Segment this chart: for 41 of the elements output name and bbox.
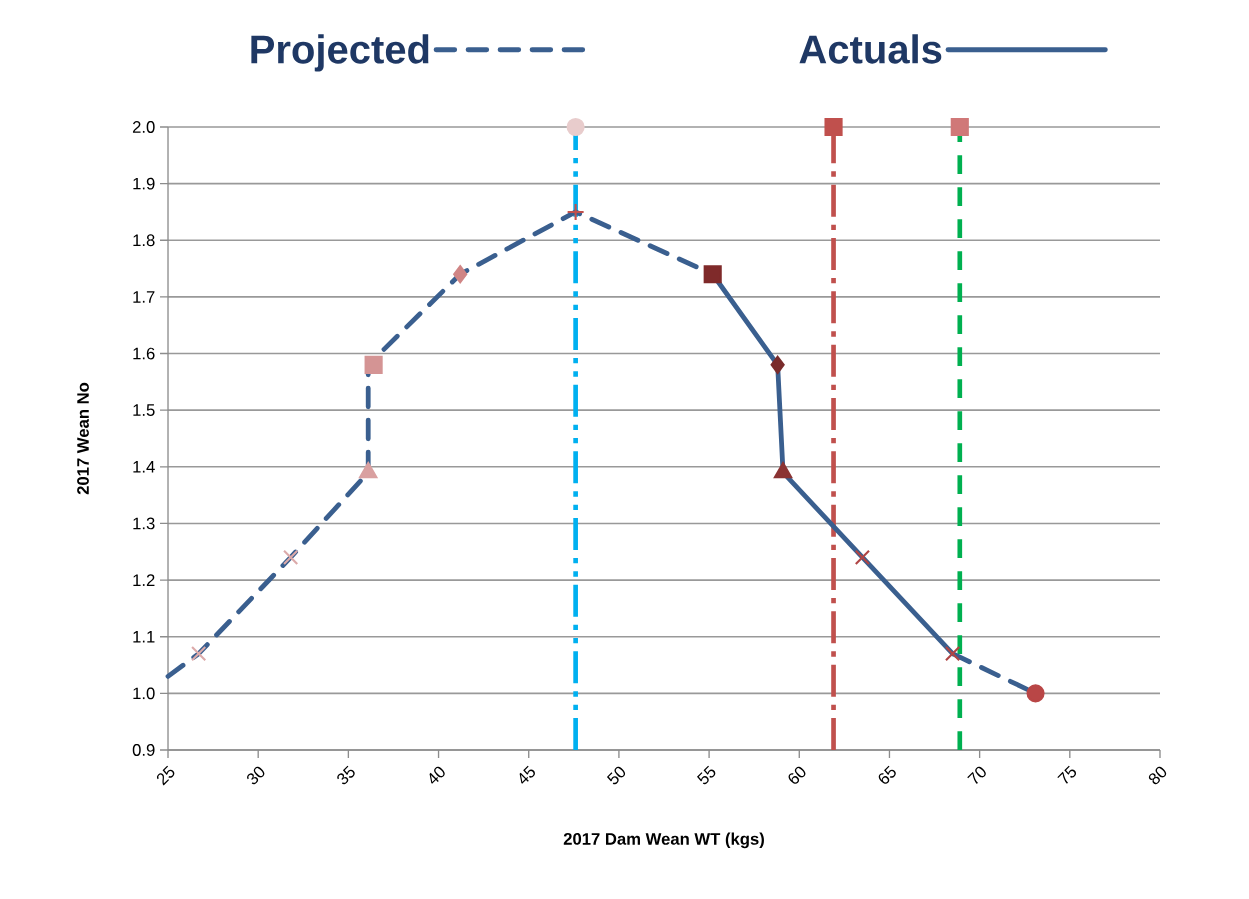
y-tick-label: 0.9 <box>132 744 155 756</box>
y-tick-label: 1.0 <box>133 687 155 700</box>
legend-label: Projected <box>251 34 429 72</box>
x-tick-label: 50 <box>606 766 626 785</box>
x-tick-label: 30 <box>247 766 265 785</box>
y-tick-label: 1.8 <box>133 234 155 247</box>
point <box>770 355 785 374</box>
x-tick-label: 25 <box>156 765 175 786</box>
y-axis-title: 2017 Wean No <box>77 382 89 495</box>
point <box>364 355 383 374</box>
point <box>566 117 585 137</box>
x-tick-label: 40 <box>429 766 445 784</box>
y-tick-label: 1.6 <box>133 347 155 360</box>
x-tick-label: 80 <box>1148 766 1167 785</box>
x-tick-label: 55 <box>696 765 716 785</box>
point <box>950 117 969 137</box>
point <box>1026 684 1045 703</box>
x-tick-label: 65 <box>878 765 896 784</box>
point <box>854 549 871 566</box>
x-axis-title: 2017 Dam Wean WT (kgs) <box>563 832 764 849</box>
x-tick-label: 70 <box>967 766 986 784</box>
point <box>566 202 585 222</box>
y-tick-label: 1.5 <box>133 404 155 416</box>
legend-label: Actuals <box>799 34 942 64</box>
x-tick-label: 60 <box>788 766 806 784</box>
y-tick-label: 1.3 <box>133 517 155 530</box>
point <box>191 646 207 662</box>
point <box>944 646 961 662</box>
point <box>453 265 468 284</box>
point <box>824 117 843 137</box>
point <box>282 549 299 566</box>
y-tick-label: 1.2 <box>133 574 155 586</box>
x-tick-label: 35 <box>337 765 355 785</box>
y-tick-label: 1.1 <box>133 630 155 643</box>
point <box>703 265 722 284</box>
y-tick-label: 1.7 <box>133 291 155 303</box>
x-tick-label: 45 <box>519 765 535 784</box>
x-tick-label: 75 <box>1057 765 1077 784</box>
y-tick-label: 2.0 <box>132 121 155 133</box>
y-tick-label: 1.4 <box>133 461 155 473</box>
y-tick-label: 1.9 <box>133 177 155 190</box>
